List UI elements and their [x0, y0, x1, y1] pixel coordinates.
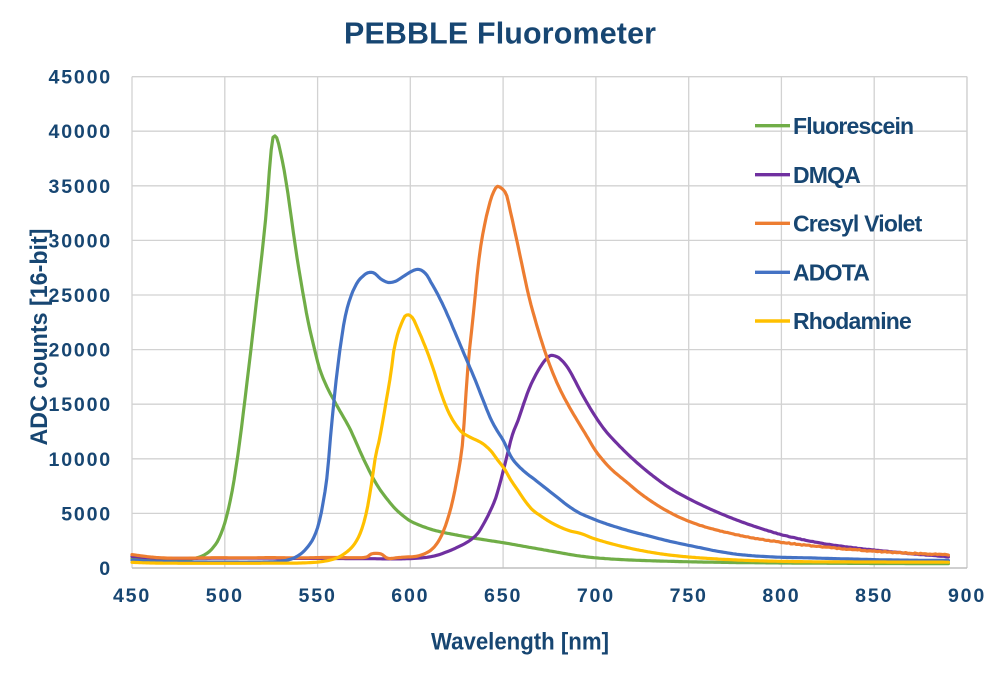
svg-text:30000: 30000 — [49, 230, 113, 252]
svg-text:20000: 20000 — [49, 340, 113, 362]
svg-text:500: 500 — [206, 585, 244, 607]
svg-text:650: 650 — [484, 585, 522, 607]
svg-text:DMQA: DMQA — [793, 162, 860, 188]
svg-text:550: 550 — [299, 585, 337, 607]
svg-text:ADOTA: ADOTA — [793, 260, 869, 286]
svg-text:Rhodamine: Rhodamine — [793, 308, 911, 334]
svg-text:0: 0 — [99, 558, 112, 580]
svg-text:Wavelength [nm]: Wavelength [nm] — [431, 629, 609, 656]
svg-text:Cresyl Violet: Cresyl Violet — [793, 211, 923, 237]
svg-text:PEBBLE Fluorometer: PEBBLE Fluorometer — [344, 17, 656, 51]
svg-text:800: 800 — [762, 585, 800, 607]
svg-text:5000: 5000 — [61, 503, 112, 525]
svg-text:700: 700 — [577, 585, 615, 607]
svg-text:25000: 25000 — [49, 285, 113, 307]
svg-text:35000: 35000 — [49, 176, 113, 198]
svg-text:ADC counts [16-bit]: ADC counts [16-bit] — [26, 229, 53, 446]
svg-text:900: 900 — [948, 585, 986, 607]
svg-text:45000: 45000 — [49, 67, 113, 89]
svg-text:10000: 10000 — [49, 449, 113, 471]
svg-text:Fluorescein: Fluorescein — [793, 113, 913, 139]
svg-text:750: 750 — [670, 585, 708, 607]
svg-text:850: 850 — [855, 585, 893, 607]
svg-text:450: 450 — [113, 585, 151, 607]
svg-text:15000: 15000 — [49, 394, 113, 416]
svg-text:40000: 40000 — [49, 121, 113, 143]
svg-text:600: 600 — [391, 585, 429, 607]
